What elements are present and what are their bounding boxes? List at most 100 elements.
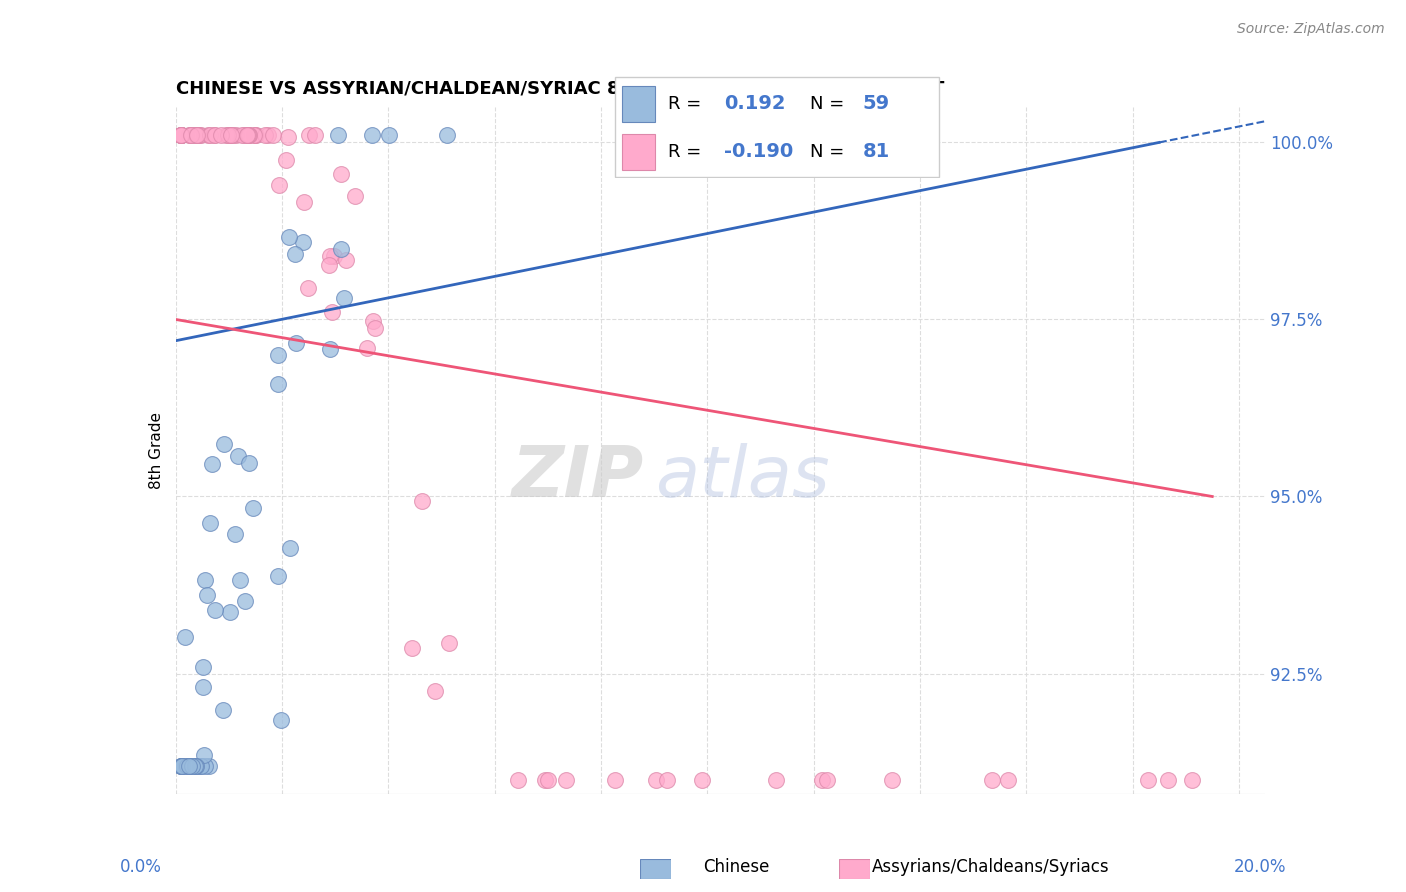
Point [187, 128, 209, 143]
FancyBboxPatch shape [614, 77, 939, 178]
Point [232, 128, 254, 143]
Point [179, 758, 201, 772]
Point [201, 457, 224, 471]
Point [335, 252, 357, 267]
Point [191, 660, 214, 674]
Text: 0.0%: 0.0% [120, 858, 162, 876]
Text: 81: 81 [863, 142, 890, 161]
Point [267, 348, 290, 362]
Text: 59: 59 [863, 94, 890, 113]
Point [378, 128, 401, 143]
Text: Chinese: Chinese [703, 858, 769, 876]
Point [219, 128, 242, 143]
Point [278, 541, 301, 555]
Point [262, 128, 284, 143]
Point [605, 772, 627, 787]
Point [236, 128, 259, 143]
Point [253, 128, 276, 143]
Point [212, 436, 235, 450]
Point [198, 516, 221, 530]
Point [647, 128, 669, 143]
Point [329, 242, 352, 256]
Point [710, 128, 733, 143]
Point [186, 758, 208, 772]
Point [179, 758, 201, 772]
Point [193, 747, 215, 762]
Point [183, 128, 205, 143]
Point [170, 128, 193, 143]
Point [204, 128, 226, 143]
Point [318, 258, 340, 272]
Point [439, 635, 461, 649]
Point [270, 713, 292, 727]
Point [363, 321, 385, 335]
Point [1157, 772, 1180, 787]
Point [170, 128, 193, 143]
Point [229, 573, 252, 587]
Point [269, 178, 291, 192]
Point [226, 449, 249, 463]
Point [1180, 772, 1202, 787]
Text: 20.0%: 20.0% [1234, 858, 1286, 876]
Point [830, 128, 852, 143]
Point [243, 128, 266, 143]
Point [657, 772, 679, 787]
Point [810, 772, 832, 787]
Point [981, 772, 1004, 787]
Point [217, 128, 239, 143]
Point [176, 758, 198, 772]
Point [184, 758, 207, 772]
Point [711, 128, 734, 143]
Point [645, 772, 668, 787]
Y-axis label: 8th Grade: 8th Grade [149, 412, 165, 489]
Text: atlas: atlas [655, 443, 830, 512]
Point [534, 772, 557, 787]
Point [554, 772, 576, 787]
Text: ZIP: ZIP [512, 443, 644, 512]
Point [641, 128, 664, 143]
Point [411, 493, 433, 508]
Point [235, 128, 257, 143]
Point [238, 456, 260, 470]
Point [180, 128, 202, 143]
Point [209, 128, 232, 143]
Point [170, 128, 193, 143]
Point [245, 128, 267, 143]
Point [180, 758, 202, 772]
Point [304, 128, 326, 143]
Point [238, 128, 260, 143]
Point [179, 128, 201, 143]
Point [356, 341, 378, 355]
Point [236, 128, 259, 143]
Text: Assyrians/Chaldeans/Syriacs: Assyrians/Chaldeans/Syriacs [872, 858, 1109, 876]
Point [233, 593, 256, 607]
Point [195, 588, 218, 602]
Point [361, 128, 384, 143]
Point [436, 128, 458, 143]
Point [238, 128, 260, 143]
Point [880, 772, 903, 787]
Text: R =: R = [668, 143, 702, 161]
Point [170, 758, 193, 772]
Point [170, 128, 193, 143]
Point [297, 281, 319, 295]
Point [274, 153, 297, 167]
Point [423, 684, 446, 698]
Point [170, 758, 193, 772]
Point [326, 128, 349, 143]
Point [218, 128, 240, 143]
Point [174, 758, 197, 772]
Point [231, 128, 253, 143]
Point [997, 772, 1019, 787]
Point [344, 188, 367, 202]
Point [692, 772, 714, 787]
Point [267, 569, 290, 583]
Point [177, 128, 200, 143]
Point [292, 235, 315, 249]
Point [224, 527, 246, 541]
Point [1136, 772, 1159, 787]
Point [536, 772, 558, 787]
Point [180, 128, 202, 143]
Point [765, 772, 787, 787]
Point [211, 703, 233, 717]
